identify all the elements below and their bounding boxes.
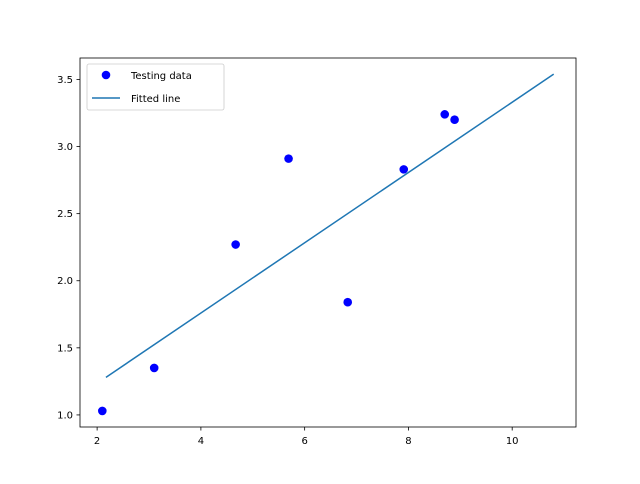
y-tick-label: 3.5 (57, 75, 73, 86)
y-tick-label: 1.0 (57, 410, 73, 421)
data-point (149, 363, 159, 373)
plot-frame (79, 57, 577, 428)
x-tick-label: 4 (198, 436, 204, 447)
x-tick-label: 10 (506, 436, 519, 447)
fitted-line (105, 73, 555, 378)
y-tick-label: 1.5 (57, 343, 73, 354)
data-point (98, 406, 107, 416)
y-tick-label: 3.0 (57, 142, 73, 153)
data-point (343, 297, 353, 307)
data-point (399, 165, 409, 174)
data-point (440, 110, 450, 119)
legend-label-testing-data: Testing data (130, 71, 192, 82)
x-tick-label: 6 (301, 436, 307, 447)
data-point (450, 115, 459, 125)
y-tick-label: 2.0 (57, 276, 73, 287)
data-point (284, 154, 293, 163)
data-point (231, 240, 240, 249)
y-tick-label: 2.5 (57, 209, 73, 220)
legend-box (86, 63, 225, 111)
x-tick-label: 2 (94, 436, 100, 447)
legend-marker-testing-data (101, 70, 111, 80)
legend-label-fitted-line: Fitted line (131, 94, 180, 105)
x-tick-label: 8 (405, 436, 411, 447)
